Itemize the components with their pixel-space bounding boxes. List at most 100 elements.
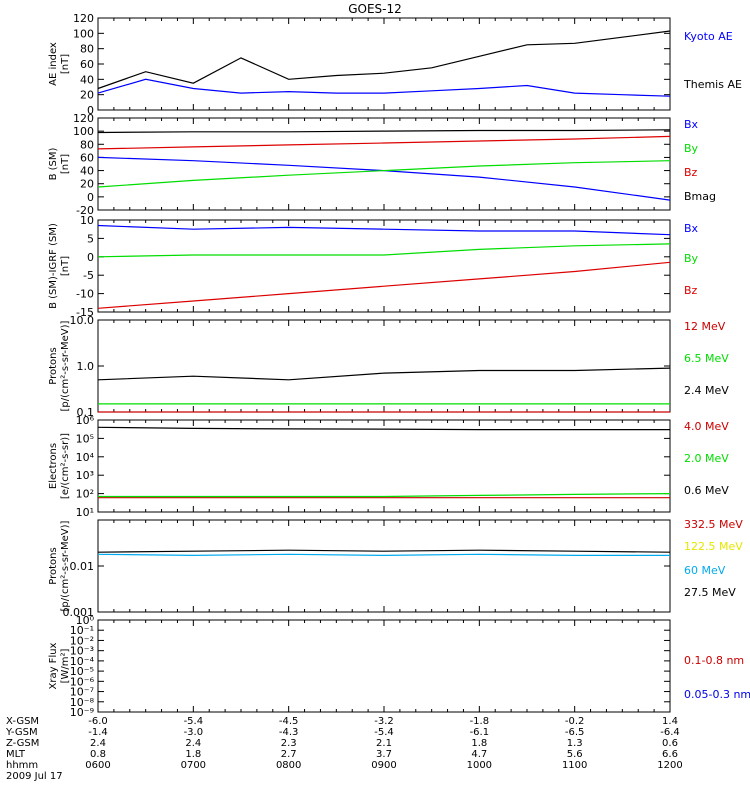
y-tick-label: 10⁶ xyxy=(76,414,95,427)
y-tick-label: 40 xyxy=(80,165,94,178)
footer-value: 0.8 xyxy=(90,749,106,760)
series-line xyxy=(97,243,671,258)
y-tick-label: 0 xyxy=(87,251,94,264)
y-axis-label: [nT] xyxy=(60,54,71,74)
series-line xyxy=(97,224,671,236)
legend-label: 12 MeV xyxy=(684,320,726,333)
series-line xyxy=(97,78,671,97)
series-line xyxy=(97,129,671,134)
plot-frame xyxy=(97,219,671,313)
y-tick-label: 100 xyxy=(73,125,94,138)
y-axis-label: Protons xyxy=(48,347,59,384)
footer-value: -3.2 xyxy=(374,716,394,727)
footer-value: 1100 xyxy=(562,760,587,771)
legend-label: Themis AE xyxy=(683,78,742,91)
y-tick-label: 10³ xyxy=(76,469,94,482)
series-line xyxy=(97,160,671,188)
series-line xyxy=(97,549,671,553)
y-tick-label: 0.001 xyxy=(63,606,95,619)
series-line xyxy=(97,156,671,201)
y-tick-label: 10⁻⁶ xyxy=(70,675,95,688)
footer-value: 1000 xyxy=(467,760,492,771)
footer-value: 1.4 xyxy=(662,716,678,727)
footer-value: -4.5 xyxy=(279,716,299,727)
footer-value: -6.1 xyxy=(470,727,490,738)
y-tick-label: 40 xyxy=(80,73,94,86)
footer-value: -6.4 xyxy=(660,727,680,738)
footer-row-label: X-GSM xyxy=(6,716,39,727)
footer-value: 1.3 xyxy=(567,738,583,749)
legend-label: Bz xyxy=(684,284,698,297)
footer-value: 1.8 xyxy=(185,749,201,760)
footer-value: 0700 xyxy=(181,760,206,771)
plot-frame xyxy=(97,519,671,613)
y-tick-label: 80 xyxy=(80,138,94,151)
y-axis-label: AE index xyxy=(48,42,59,86)
y-tick-label: 1.0 xyxy=(77,360,95,373)
footer-value: -3.0 xyxy=(184,727,204,738)
footer-value: 2.3 xyxy=(281,738,297,749)
panel-b_igrf: -15 -10 -5 0 5 10 B (SM)-IGRF (SM) [nT] Bx By Bz xyxy=(48,214,699,319)
footer-value: 4.7 xyxy=(471,749,487,760)
y-axis-label: [p/(cm²-s-sr-MeV)] xyxy=(60,520,71,611)
footer-value: 5.6 xyxy=(567,749,583,760)
footer-value: 0800 xyxy=(276,760,301,771)
footer-value: 2.1 xyxy=(376,738,392,749)
y-tick-label: 10⁻³ xyxy=(70,645,94,658)
y-tick-label: 0.01 xyxy=(70,560,95,573)
panel-protons_high: 0.001 0.01 Protons [p/(cm²-s-sr-MeV)] 332.5 … xyxy=(48,518,743,619)
legend-label: 60 MeV xyxy=(684,564,726,577)
y-axis-label: B (SM)-IGRF (SM) xyxy=(48,223,59,309)
y-tick-label: 10.0 xyxy=(70,314,95,327)
y-tick-label: 120 xyxy=(73,112,94,125)
legend-label: 0.05-0.3 nm xyxy=(684,688,750,701)
y-tick-label: 0 xyxy=(87,191,94,204)
footer-value: 2.4 xyxy=(185,738,201,749)
footer-value: -1.8 xyxy=(470,716,490,727)
y-tick-label: -15 xyxy=(76,306,94,319)
legend-label: 0.6 MeV xyxy=(684,484,729,497)
legend-label: By xyxy=(684,142,699,155)
y-tick-label: 10 xyxy=(80,214,94,227)
series-line xyxy=(97,426,670,431)
legend-label: Bx xyxy=(684,222,699,235)
footer-value: -1.4 xyxy=(88,727,108,738)
series-line xyxy=(97,261,671,309)
legend-label: 4.0 MeV xyxy=(684,420,729,433)
panel-ae: 0 20 40 60 80 100 120 AE index [nT] Kyoto AE Themi… xyxy=(48,12,742,117)
series-line xyxy=(97,30,671,90)
footer-row-label: Y-GSM xyxy=(5,727,38,738)
footer-value: -4.3 xyxy=(279,727,299,738)
plot-frame xyxy=(97,319,671,413)
series-line xyxy=(97,553,670,557)
legend-label: Kyoto AE xyxy=(684,30,733,43)
y-tick-label: 10⁻⁴ xyxy=(70,655,95,668)
footer-value: 1.8 xyxy=(471,738,487,749)
footer-row-label: MLT xyxy=(6,749,26,760)
y-tick-label: 10⁻⁹ xyxy=(70,706,94,719)
footer-value: 0600 xyxy=(85,760,110,771)
legend-label: 2.0 MeV xyxy=(684,452,729,465)
footer-value: -6.0 xyxy=(88,716,108,727)
y-axis-label: [p/(cm²-s-sr-MeV)] xyxy=(60,320,71,411)
y-tick-label: 10⁻⁵ xyxy=(70,665,94,678)
y-tick-label: 100 xyxy=(73,27,94,40)
series-line xyxy=(97,367,671,381)
legend-label: Bz xyxy=(684,166,698,179)
panel-xray: 10⁻⁹10⁻⁸10⁻⁷10⁻⁶10⁻⁵10⁻⁴10⁻³10⁻²10⁻¹10⁰ X… xyxy=(48,614,750,719)
footer-value: 0900 xyxy=(371,760,396,771)
y-tick-label: 10⁴ xyxy=(76,451,95,464)
y-axis-label: [W/m²] xyxy=(60,648,71,683)
y-tick-label: 0.1 xyxy=(77,406,95,419)
footer-value: 1200 xyxy=(657,760,682,771)
y-tick-label: 5 xyxy=(87,232,94,245)
y-tick-label: 10⁰ xyxy=(76,614,95,627)
chart-title: GOES-12 xyxy=(348,2,402,16)
legend-label: 27.5 MeV xyxy=(684,586,736,599)
legend-label: 122.5 MeV xyxy=(684,540,743,553)
y-tick-label: 60 xyxy=(80,151,94,164)
legend-label: 0.1-0.8 nm xyxy=(684,654,744,667)
legend-label: 6.5 MeV xyxy=(684,352,729,365)
